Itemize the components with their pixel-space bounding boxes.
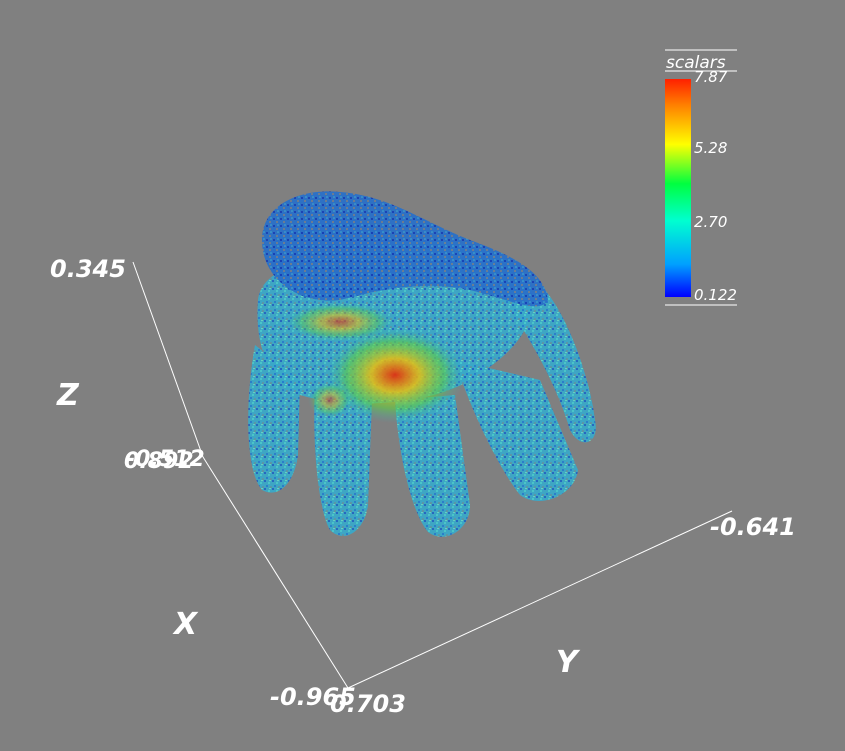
point-cloud-hand[interactable] [248,191,596,537]
y-end-label: -0.641 [710,513,796,541]
z-axis-title: Z [56,378,80,413]
z-axis-line [132,261,204,458]
origin-y-label: 0.703 [330,690,406,718]
origin-x-label: -0.965 [270,683,356,711]
scalar-bar-tick-min: 0.122 [694,286,737,304]
x-axis-line [202,456,349,689]
hand-thumb-hollow [270,218,400,298]
hand-palm-hotspot [325,327,465,423]
scalar-bar-tick-2: 5.28 [694,139,727,157]
hand-thumb-base-warm [285,302,395,342]
y-axis-title: Y [556,645,581,680]
cube-axes: 0.345 Z -0.512 0.892 X -0.965 0.703 Y -0… [50,255,796,718]
z-min-label-b: 0.892 [124,449,194,474]
x-axis-title: X [172,607,199,642]
hand-finger-3 [395,395,470,537]
hand-finger-5 [505,290,596,443]
scalar-bar[interactable]: scalars 7.87 5.28 2.70 0.122 [665,49,737,306]
z-max-label: 0.345 [50,255,126,283]
hand-finger-2 [314,390,372,536]
hand-finger-4 [455,360,578,501]
z-min-label-a: -0.512 [126,447,205,472]
scalar-bar-title: scalars [666,53,726,73]
y-axis-line [347,510,733,689]
scalar-bar-tick-max: 7.87 [694,68,728,86]
scalar-bar-tick-3: 2.70 [694,213,727,231]
hand-finger-warm [308,382,352,418]
scalar-bar-gradient [665,79,691,297]
